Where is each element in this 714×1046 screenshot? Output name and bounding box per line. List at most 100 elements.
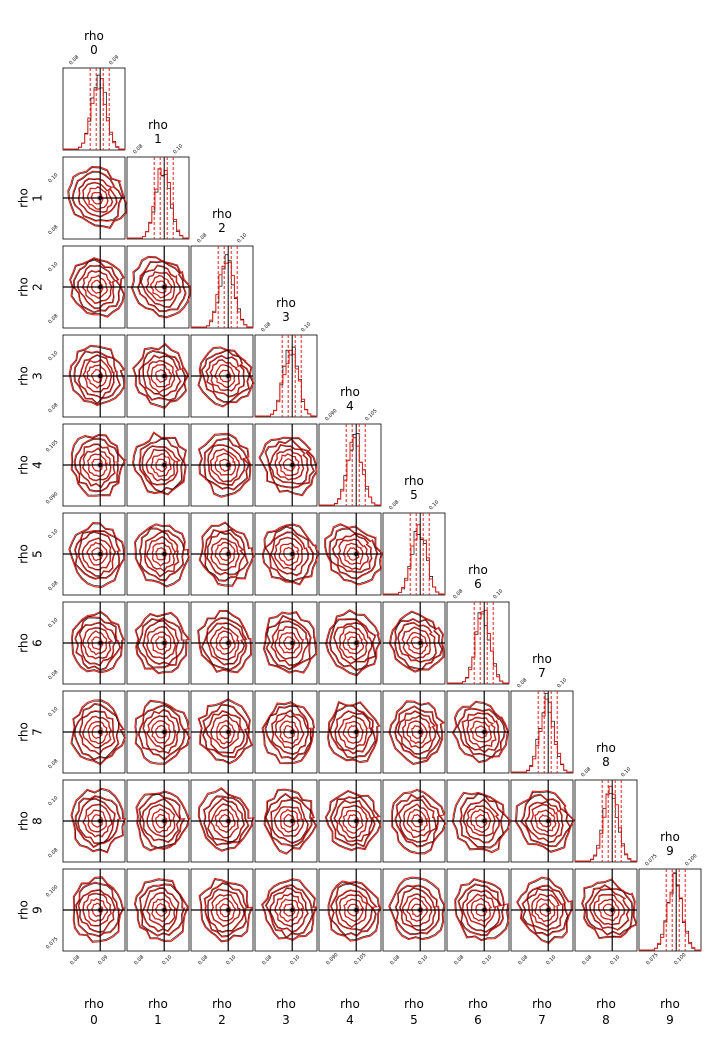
posterior-contour-4 — [265, 614, 312, 671]
reference-contour-3 — [78, 890, 116, 932]
bottom-tick-label: 0.10 — [161, 954, 173, 966]
posterior-contour-3 — [77, 177, 118, 218]
diagonal-title-line1: rho — [596, 741, 616, 755]
diagonal-title-line2: 5 — [410, 488, 418, 502]
posterior-contour-4 — [203, 437, 251, 491]
contour-panel-4-1 — [126, 423, 190, 507]
posterior-contour-5 — [327, 700, 381, 764]
posterior-contour-2 — [82, 181, 114, 213]
truth-point — [162, 908, 167, 912]
truth-point — [290, 730, 295, 734]
reference-contour-4 — [395, 794, 440, 847]
truth-point — [418, 819, 423, 823]
reference-contour-4 — [521, 794, 571, 846]
contour-panel-1-0 — [62, 156, 128, 240]
posterior-contour-5 — [198, 521, 255, 587]
reference-contour-3 — [398, 622, 436, 663]
truth-point — [482, 730, 487, 734]
posterior-contour-5 — [198, 877, 254, 943]
contour-panel-9-4 — [318, 868, 382, 952]
row-label-line1: rho — [17, 366, 31, 386]
truth-point — [98, 463, 103, 467]
bottom-tick-label: 0.105 — [353, 952, 367, 966]
posterior-contour-4 — [72, 258, 122, 314]
column-label-line2: 2 — [218, 1013, 226, 1027]
reference-contour-3 — [525, 801, 563, 842]
top-tick-label: 0.090 — [324, 408, 338, 422]
posterior-contour-4 — [328, 618, 377, 672]
contour-panel-8-7 — [510, 779, 576, 863]
contour-panel-3-1 — [126, 334, 190, 418]
column-label-line1: rho — [660, 997, 680, 1011]
posterior-contour-5 — [70, 699, 126, 766]
posterior-contour-5 — [454, 878, 510, 942]
posterior-contour-3 — [270, 620, 310, 667]
truth-point — [162, 730, 167, 734]
bottom-tick-label: 0.08 — [389, 954, 401, 966]
left-tick-label: 0.075 — [45, 936, 59, 950]
posterior-contour-0 — [475, 813, 488, 829]
posterior-contour-3 — [461, 889, 501, 933]
posterior-contour-5 — [72, 876, 125, 943]
posterior-contour-3 — [76, 264, 117, 310]
posterior-contour-5 — [197, 346, 255, 408]
truth-point — [226, 552, 231, 556]
posterior-contour-5 — [261, 878, 318, 942]
posterior-contour-5 — [261, 523, 320, 586]
reference-contour-4 — [522, 885, 568, 936]
reference-contour-4 — [458, 884, 504, 935]
contour-panel-5-0 — [62, 512, 126, 596]
posterior-contour-5 — [133, 878, 190, 942]
posterior-contour-1 — [470, 897, 493, 923]
bottom-tick-label: 0.08 — [581, 954, 593, 966]
posterior-contour-1 — [214, 541, 236, 566]
truth-point — [226, 641, 231, 645]
posterior-contour-0 — [154, 280, 168, 294]
reference-contour-4 — [201, 350, 250, 402]
panel-frame — [574, 779, 638, 863]
posterior-contour-3 — [397, 621, 437, 664]
reference-contour-5 — [263, 524, 318, 585]
truth-point — [546, 908, 551, 912]
posterior-contour-0 — [282, 458, 296, 472]
posterior-contour-3 — [524, 800, 564, 844]
bottom-tick-label: 0.100 — [673, 952, 687, 966]
contour-panel-9-1 — [126, 868, 190, 952]
reference-contour-3 — [143, 709, 180, 753]
posterior-contour-4 — [264, 883, 314, 939]
reference-contour-3 — [462, 713, 500, 753]
contour-panel-6-1 — [126, 601, 191, 685]
contour-panel-8-1 — [126, 779, 191, 863]
reference-contour-4 — [72, 172, 122, 221]
posterior-contour-4 — [520, 793, 572, 848]
row-label-line1: rho — [17, 455, 31, 475]
truth-point — [98, 552, 103, 556]
reference-contour-3 — [208, 798, 245, 842]
reference-contour-5 — [262, 879, 316, 940]
contour-panel-8-0 — [62, 779, 127, 863]
row-label-line2: 3 — [30, 372, 44, 380]
diagonal-title-line1: rho — [660, 830, 680, 844]
left-tick-label: 0.08 — [47, 580, 59, 592]
posterior-histogram — [510, 698, 574, 773]
top-tick-label: 0.10 — [236, 232, 248, 244]
posterior-contour-4 — [75, 881, 120, 938]
reference-contour-4 — [138, 705, 185, 760]
reference-contour-5 — [136, 791, 189, 851]
truth-point — [482, 819, 487, 823]
reference-contour-4 — [266, 616, 311, 670]
contour-panel-7-3 — [254, 690, 318, 774]
contour-panel-5-1 — [126, 512, 190, 596]
posterior-contour-2 — [82, 358, 113, 393]
top-tick-label: 0.08 — [516, 677, 528, 689]
posterior-contour-2 — [338, 625, 369, 661]
contour-panel-5-2 — [190, 512, 255, 596]
posterior-contour-5 — [325, 609, 381, 677]
diagonal-title-line2: 6 — [474, 577, 482, 591]
posterior-contour-2 — [209, 448, 241, 483]
reference-contour-4 — [76, 882, 119, 936]
posterior-contour-0 — [90, 279, 104, 294]
diagonal-title-line2: 0 — [90, 43, 98, 57]
posterior-contour-2 — [593, 893, 626, 926]
contour-panel-3-0 — [62, 334, 126, 418]
